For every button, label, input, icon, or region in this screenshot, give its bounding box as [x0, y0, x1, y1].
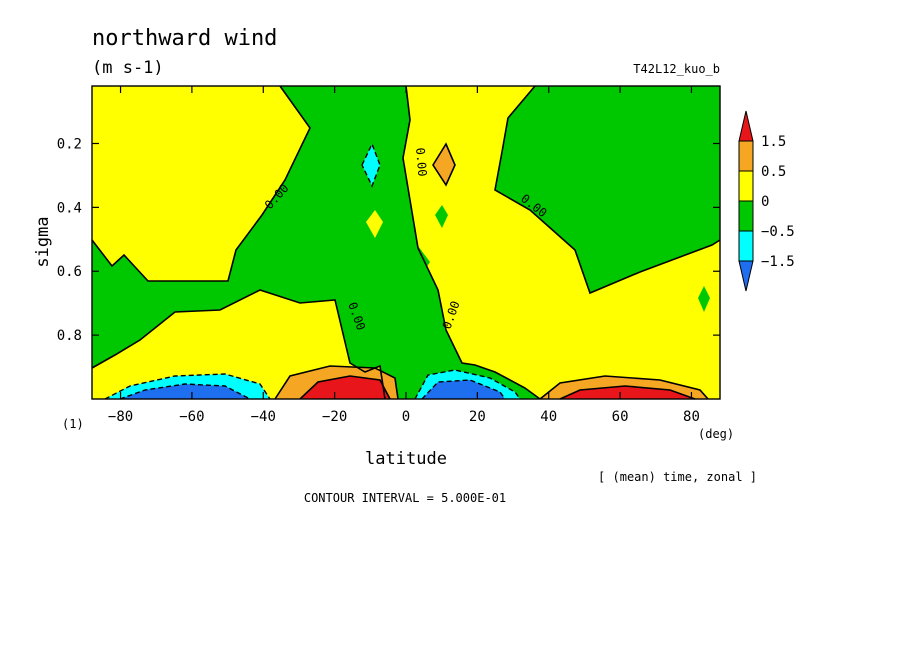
contour-neg-equator-1 — [414, 369, 521, 400]
x-tick-label: −80 — [108, 409, 133, 425]
region-strong-negative-equatorial-surface — [422, 380, 505, 399]
y-tick-label: 0.4 — [57, 200, 82, 216]
contour-pos-south-1 — [274, 365, 399, 400]
zero-contour-south — [91, 85, 311, 282]
colorbar-swatch — [738, 140, 754, 172]
zero-contour-north — [494, 85, 721, 295]
region-positive-upper-north — [433, 144, 455, 185]
y-tick-label: 0.6 — [57, 264, 82, 280]
colorbar-label: −0.5 — [761, 224, 795, 240]
x-tick-label: 40 — [540, 409, 557, 425]
y-axis-label: sigma — [33, 216, 53, 267]
contour-pos-upper — [432, 142, 456, 187]
colorbar-swatch — [738, 260, 754, 292]
x-tick-label: −20 — [322, 409, 347, 425]
region-weak-positive-tropics — [403, 86, 720, 399]
chart-title: northward wind — [92, 26, 277, 51]
colorbar-swatch — [738, 230, 754, 262]
region-strong-negative-southern-surface — [120, 384, 250, 399]
colorbar-swatch — [738, 110, 754, 142]
y-tick-label: 0.8 — [57, 328, 82, 344]
region-weak-positive-southern — [92, 86, 310, 281]
contour-lines — [91, 85, 721, 400]
colorbar-label: 0 — [761, 194, 769, 210]
region-weak-positive-upper-spot — [366, 210, 383, 238]
contour-neg-equator-2 — [421, 379, 506, 400]
contour-neg-upper — [361, 142, 381, 188]
x-tick-label: 60 — [612, 409, 629, 425]
zero-contour-equator-left — [402, 85, 541, 400]
colorbar-label: 1.5 — [761, 134, 786, 150]
region-weak-negative-island-c — [698, 286, 710, 312]
contour-pos-north-2 — [559, 385, 696, 400]
x-tick-label: 20 — [469, 409, 486, 425]
contour-neg-south-2 — [119, 383, 251, 400]
chart-units: (m s-1) — [92, 58, 164, 78]
x-axis: −80 −60 −40 −20 0 20 40 60 80 — [108, 86, 700, 425]
colorbar-swatch — [738, 200, 754, 232]
negative-contour-lines — [104, 142, 521, 400]
x-axis-unit: (deg) — [698, 427, 734, 441]
contour-interval: CONTOUR INTERVAL = 5.000E-01 — [304, 491, 506, 505]
colorbar-label: 0.5 — [761, 164, 786, 180]
region-weak-negative-island-a — [408, 246, 430, 280]
zero-contour-equator-right — [91, 289, 386, 400]
colorbar-swatch — [738, 170, 754, 202]
contour-label-equator-upper: 0.00 — [413, 147, 429, 177]
region-weak-negative-island-b — [435, 205, 448, 228]
y-tick-label: 0.2 — [57, 136, 82, 152]
x-tick-label: −60 — [179, 409, 204, 425]
contour-pos-south-2 — [299, 375, 391, 400]
contour-pos-north-1 — [539, 375, 709, 400]
colorbar-label: −1.5 — [761, 254, 795, 270]
averaging-note: [ (mean) time, zonal ] — [598, 470, 757, 484]
corner-label: (1) — [62, 417, 84, 431]
x-axis-label: latitude — [365, 449, 447, 469]
x-tick-label: −40 — [251, 409, 276, 425]
x-tick-label: 0 — [402, 409, 410, 425]
contour-neg-south-1 — [104, 373, 271, 400]
experiment-label: T42L12_kuo_b — [633, 62, 720, 76]
y-axis: 0.2 0.4 0.6 0.8 — [57, 136, 720, 344]
colorbar: 1.5 0.5 0 −0.5 −1.5 — [738, 110, 795, 292]
x-tick-label: 80 — [683, 409, 700, 425]
